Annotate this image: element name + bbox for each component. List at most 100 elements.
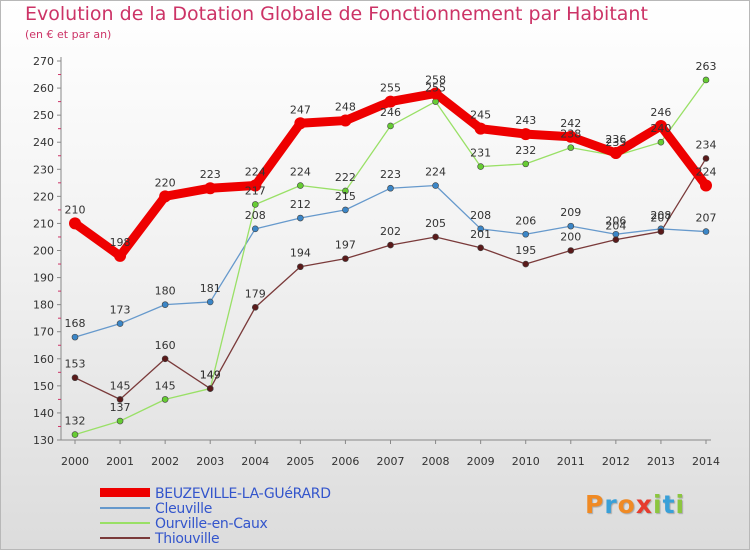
data-point-cleuville (387, 184, 394, 192)
data-label-ourville: 232 (515, 144, 536, 157)
data-point-cleuville (567, 222, 575, 230)
data-point-ourville (702, 76, 710, 84)
legend-item-thiouville: Thiouville (100, 530, 331, 547)
data-point-cleuville (161, 301, 169, 308)
x-tick-label: 2011 (557, 455, 585, 468)
data-point-beuzeville (609, 147, 622, 160)
data-point-cleuville (71, 333, 79, 341)
data-label-thiouville: 201 (470, 228, 491, 241)
data-point-beuzeville (69, 217, 81, 230)
data-label-ourville: 263 (696, 60, 717, 73)
data-label-beuzeville: 220 (155, 176, 176, 189)
data-point-beuzeville (384, 95, 397, 108)
data-point-cleuville (297, 214, 304, 222)
data-label-beuzeville: 246 (650, 106, 671, 119)
logo-letter: i (653, 490, 663, 519)
data-point-thiouville (612, 236, 620, 243)
legend-item-ourville: Ourville-en-Caux (100, 515, 331, 532)
x-tick-label: 2006 (331, 455, 359, 468)
data-label-cleuville: 212 (290, 198, 311, 211)
x-tick-label: 2005 (286, 455, 314, 468)
data-label-cleuville: 223 (380, 168, 401, 181)
data-point-beuzeville (519, 128, 532, 141)
data-label-ourville: 224 (290, 166, 311, 179)
data-point-ourville (567, 144, 575, 151)
data-label-beuzeville: 224 (245, 166, 266, 179)
data-label-beuzeville: 245 (470, 109, 491, 122)
data-label-beuzeville: 243 (515, 114, 536, 127)
data-point-ourville (477, 163, 484, 170)
data-label-cleuville: 215 (335, 190, 356, 203)
data-label-cleuville: 180 (155, 285, 176, 298)
series-points (69, 76, 712, 438)
legend: BEUZEVILLE-LA-GUéRARD Cleuville Ourville… (100, 485, 331, 547)
data-label-ourville: 217 (245, 184, 266, 197)
data-point-ourville (251, 201, 259, 208)
data-label-thiouville: 200 (560, 231, 581, 244)
data-label-thiouville: 202 (380, 225, 401, 238)
data-label-ourville: 235 (605, 136, 626, 149)
axes: 130 140 150 160 170 180 190 200 210 220 230 240 250 2… (33, 55, 720, 468)
chart-subtitle: (en € et par an) (25, 28, 112, 41)
data-label-ourville: 240 (650, 122, 671, 135)
legend-label: BEUZEVILLE-LA-GUéRARD (155, 486, 331, 502)
x-tick-label: 2010 (512, 455, 540, 468)
data-point-thiouville (702, 155, 710, 162)
x-tick-label: 2004 (241, 455, 269, 468)
data-label-thiouville: 207 (650, 212, 671, 225)
data-label-thiouville: 160 (155, 339, 176, 352)
data-label-beuzeville: 210 (65, 203, 86, 216)
x-tick-label: 2007 (377, 455, 405, 468)
data-point-ourville (342, 187, 349, 195)
y-tick-label: 240 (33, 136, 54, 149)
data-label-thiouville: 234 (696, 138, 717, 151)
legend-swatch (100, 522, 150, 524)
data-point-beuzeville (204, 182, 217, 195)
data-point-ourville (432, 98, 439, 105)
data-label-cleuville: 168 (65, 317, 86, 330)
data-label-cleuville: 206 (515, 214, 536, 227)
data-point-ourville (116, 417, 124, 425)
data-point-cleuville (702, 228, 710, 235)
data-label-cleuville: 207 (696, 212, 717, 225)
logo-letter: i (675, 490, 686, 519)
legend-label: Thiouville (155, 531, 220, 547)
data-label-beuzeville: 236 (605, 133, 626, 146)
data-label-cleuville: 206 (605, 214, 626, 227)
data-point-ourville (522, 160, 530, 168)
y-tick-label: 210 (33, 217, 54, 230)
legend-label: Ourville-en-Caux (155, 516, 268, 532)
data-label-beuzeville: 198 (110, 236, 131, 249)
legend-item-cleuville: Cleuville (100, 500, 331, 517)
data-label-cleuville: 173 (110, 304, 131, 317)
y-tick-label: 130 (33, 434, 54, 447)
data-point-cleuville (206, 298, 214, 306)
data-point-cleuville (342, 206, 349, 214)
data-point-thiouville (567, 247, 575, 254)
x-tick-label: 2009 (467, 455, 495, 468)
data-label-ourville: 255 (425, 82, 446, 95)
data-label-cleuville: 208 (470, 209, 491, 222)
data-label-ourville: 246 (380, 106, 401, 119)
data-point-ourville (161, 396, 169, 403)
y-tick-label: 260 (33, 82, 54, 95)
legend-label: Cleuville (155, 501, 213, 517)
data-label-cleuville: 209 (560, 206, 581, 219)
data-point-cleuville (432, 182, 439, 189)
data-label-thiouville: 195 (515, 244, 536, 257)
data-point-thiouville (477, 244, 484, 252)
data-label-thiouville: 204 (605, 220, 626, 233)
x-tick-label: 2000 (61, 455, 89, 468)
data-point-beuzeville (564, 130, 577, 143)
data-point-thiouville (116, 396, 124, 403)
y-tick-label: 150 (33, 380, 54, 393)
data-label-thiouville: 153 (65, 358, 86, 371)
data-point-beuzeville (654, 119, 667, 132)
x-tick-label: 2001 (106, 455, 134, 468)
data-point-beuzeville (339, 114, 352, 127)
data-label-ourville: 238 (560, 128, 581, 141)
data-label-thiouville: 149 (200, 369, 221, 382)
legend-swatch (100, 537, 150, 539)
data-point-ourville (297, 182, 304, 189)
